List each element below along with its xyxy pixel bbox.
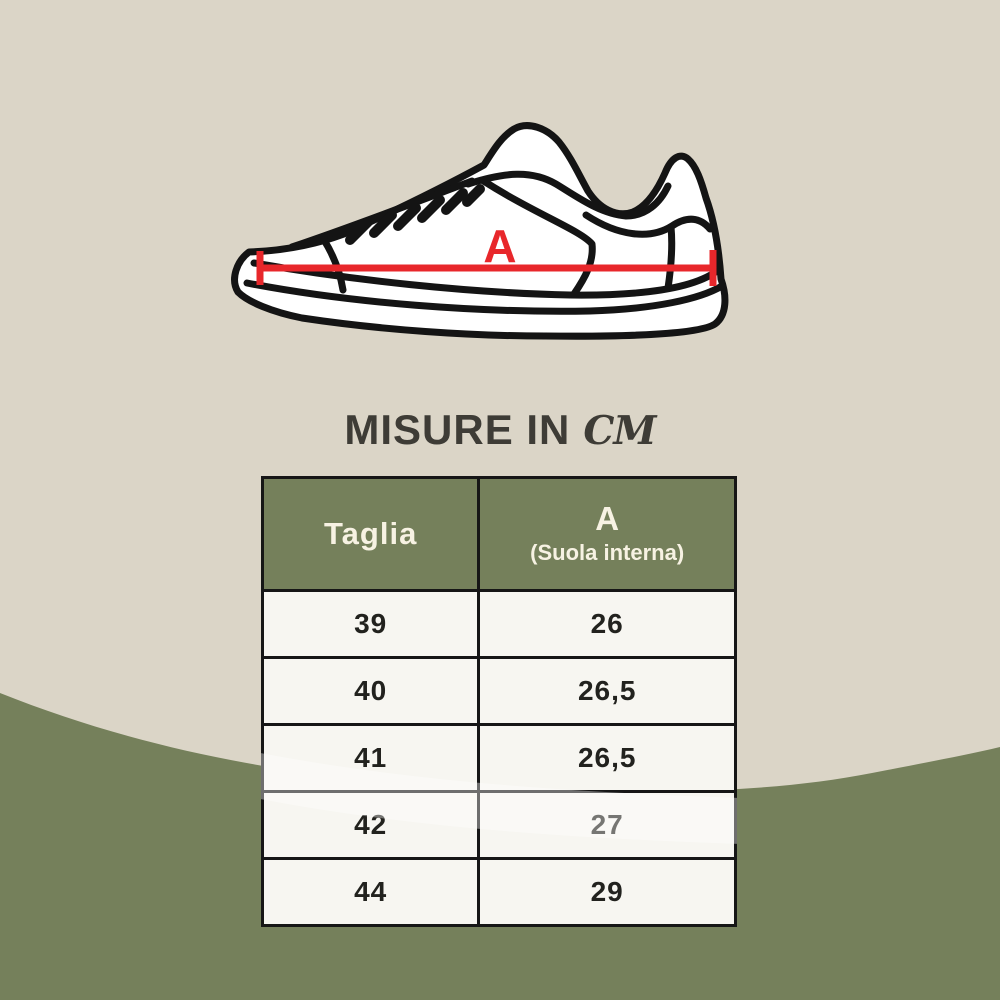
table-row-measure: 29 (480, 860, 734, 924)
title-unit: CM (583, 408, 656, 454)
table-row-measure: 26,5 (480, 659, 734, 723)
table-row-size: 44 (264, 860, 478, 924)
measure-value: 26,5 (577, 675, 637, 706)
table-row-size: 40 (264, 659, 478, 723)
measurement-line (256, 250, 717, 286)
heel-overlay-line (664, 223, 676, 292)
header-measure-label: A (595, 500, 620, 538)
measure-value: 29 (590, 876, 624, 907)
collar-line (464, 170, 672, 220)
measure-value: 26 (590, 608, 624, 639)
header-measure-sublabel: (Suola interna) (530, 539, 685, 565)
size-value: 39 (354, 608, 388, 639)
table-row-measure: 26 (480, 592, 734, 656)
measure-value: 26,5 (577, 742, 637, 773)
table-row-size: 41 (264, 726, 478, 790)
size-table: Taglia A (Suola interna) 39 26 40 26,5 4… (261, 476, 737, 927)
eyestay-line (288, 177, 476, 251)
table-row-measure: 26,5 (480, 726, 734, 790)
size-value: 42 (354, 809, 388, 840)
header-size-label: Taglia (324, 516, 418, 551)
toe-cap-seam (320, 236, 347, 294)
measurement-label: A (483, 220, 516, 272)
column-header-measure: A (Suola interna) (480, 479, 734, 589)
table-row-size: 39 (264, 592, 478, 656)
table-row-size: 42 (264, 793, 478, 857)
size-value: 40 (354, 675, 388, 706)
page-title: MISURE IN CM (0, 406, 1000, 454)
table-row-measure: 27 (480, 793, 734, 857)
size-value: 44 (354, 876, 388, 907)
measure-value: 27 (590, 809, 624, 840)
shoe-outline (231, 122, 729, 340)
size-value: 41 (354, 742, 388, 773)
sole-mid-line (243, 279, 726, 315)
heel-wave-line (582, 211, 714, 238)
quarter-seam (478, 176, 596, 298)
sole-top-line (250, 259, 721, 299)
laces (345, 184, 485, 245)
column-header-size: Taglia (264, 479, 478, 589)
title-text: MISURE IN (344, 406, 571, 453)
